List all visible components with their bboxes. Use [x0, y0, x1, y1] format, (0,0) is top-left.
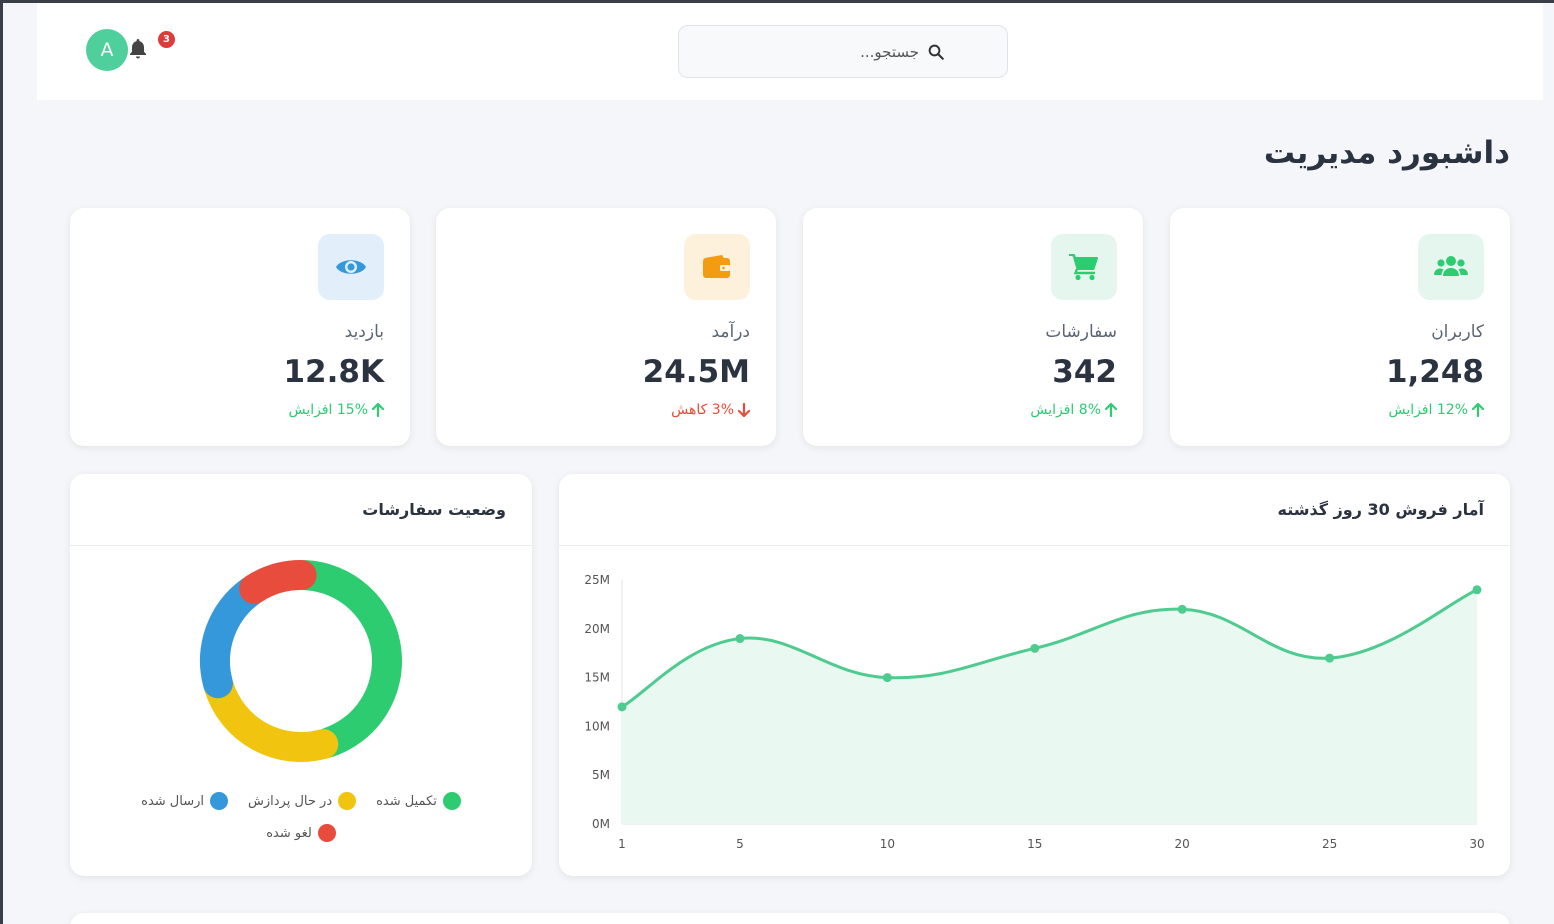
- legend-swatch: [338, 792, 357, 810]
- bottom-card: [70, 913, 1510, 924]
- search-box[interactable]: [678, 25, 1008, 78]
- stat-label: سفارشات: [1045, 322, 1117, 342]
- stat-value: 24.5M: [642, 354, 750, 390]
- sales-area-fill: [622, 589, 1477, 824]
- search-icon: [928, 44, 944, 60]
- y-tick-label: 15M: [584, 671, 610, 685]
- stat-card-visits: بازدید 12.8K 15% افزایش: [70, 208, 410, 446]
- eye-icon: [318, 234, 384, 300]
- stat-change-text: 8% افزایش: [1030, 402, 1101, 418]
- stat-change-text: 15% افزایش: [288, 402, 368, 418]
- sales-chart-card: آمار فروش 30 روز گذشته 0M 5M 10M 15M 20M 25M 1…: [559, 474, 1510, 876]
- top-header: A 3: [37, 3, 1543, 100]
- stat-card-orders: سفارشات 342 8% افزایش: [803, 208, 1143, 446]
- x-tick-label: 10: [880, 837, 895, 851]
- arrow-down-icon: [738, 403, 750, 417]
- sales-point[interactable]: [735, 634, 745, 644]
- sales-point[interactable]: [1177, 604, 1187, 614]
- legend-label: لغو شده: [266, 825, 312, 841]
- x-tick-label: 15: [1027, 837, 1042, 851]
- legend-label: ارسال شده: [141, 793, 204, 809]
- stat-change: 3% کاهش: [671, 402, 750, 418]
- x-tick-label: 1: [618, 837, 626, 851]
- stat-change: 8% افزایش: [1030, 402, 1117, 418]
- page-title: داشبورد مدیریت: [1263, 135, 1510, 171]
- y-tick-label: 25M: [584, 573, 610, 587]
- stat-label: درآمد: [711, 322, 750, 342]
- x-tick-label: 30: [1469, 837, 1484, 851]
- wallet-icon: [684, 234, 750, 300]
- legend-swatch: [442, 792, 461, 810]
- legend-label: تکمیل شده: [376, 793, 437, 809]
- stat-value: 12.8K: [283, 354, 384, 390]
- donut-slice[interactable]: [200, 576, 266, 699]
- legend-item[interactable]: در حال پردازش: [248, 792, 357, 810]
- y-tick-label: 20M: [584, 622, 610, 636]
- legend-item[interactable]: لغو شده: [266, 824, 336, 842]
- users-icon: [1418, 234, 1484, 300]
- legend-label: در حال پردازش: [248, 793, 333, 809]
- sales-point[interactable]: [1030, 643, 1040, 653]
- sales-point[interactable]: [882, 673, 892, 683]
- sales-point[interactable]: [617, 702, 627, 712]
- legend-item[interactable]: ارسال شده: [141, 792, 228, 810]
- donut-slice[interactable]: [290, 560, 402, 758]
- stat-card-revenue: درآمد 24.5M 3% کاهش: [436, 208, 776, 446]
- stat-label: بازدید: [344, 322, 384, 342]
- stat-label: کاربران: [1431, 322, 1484, 342]
- y-tick-label: 5M: [592, 768, 610, 782]
- stat-change-text: 12% افزایش: [1388, 402, 1468, 418]
- stat-card-users: کاربران 1,248 12% افزایش: [1170, 208, 1510, 446]
- bell-icon[interactable]: [126, 37, 150, 61]
- orders-chart-card: وضعیت سفارشات تکمیل شده در حال پردازش ارسا…: [70, 474, 532, 876]
- y-tick-label: 0M: [592, 817, 610, 831]
- stat-value: 342: [1052, 354, 1117, 390]
- cart-icon: [1051, 234, 1117, 300]
- avatar[interactable]: A: [86, 29, 128, 71]
- sales-point[interactable]: [1325, 653, 1335, 663]
- orders-chart-legend: تکمیل شده در حال پردازش ارسال شده لغو شده: [70, 792, 532, 842]
- sales-point[interactable]: [1472, 585, 1482, 595]
- legend-item[interactable]: تکمیل شده: [376, 792, 461, 810]
- donut-slice[interactable]: [204, 671, 339, 762]
- notification-badge: 3: [158, 31, 175, 48]
- orders-donut-chart: [200, 560, 402, 762]
- y-tick-label: 10M: [584, 719, 610, 733]
- x-tick-label: 20: [1175, 837, 1190, 851]
- donut-slice[interactable]: [239, 560, 317, 604]
- stat-value: 1,248: [1385, 354, 1484, 390]
- arrow-up-icon: [372, 403, 384, 417]
- arrow-up-icon: [1105, 403, 1117, 417]
- x-tick-label: 25: [1322, 837, 1337, 851]
- stat-change-text: 3% کاهش: [671, 402, 734, 418]
- sales-chart-title: آمار فروش 30 روز گذشته: [559, 474, 1510, 546]
- stat-change: 12% افزایش: [1388, 402, 1484, 418]
- x-tick-label: 5: [736, 837, 744, 851]
- arrow-up-icon: [1472, 403, 1484, 417]
- orders-chart-title: وضعیت سفارشات: [70, 474, 532, 546]
- stat-change: 15% افزایش: [288, 402, 384, 418]
- legend-swatch: [210, 792, 228, 810]
- search-input[interactable]: [679, 42, 919, 61]
- legend-swatch: [317, 824, 336, 842]
